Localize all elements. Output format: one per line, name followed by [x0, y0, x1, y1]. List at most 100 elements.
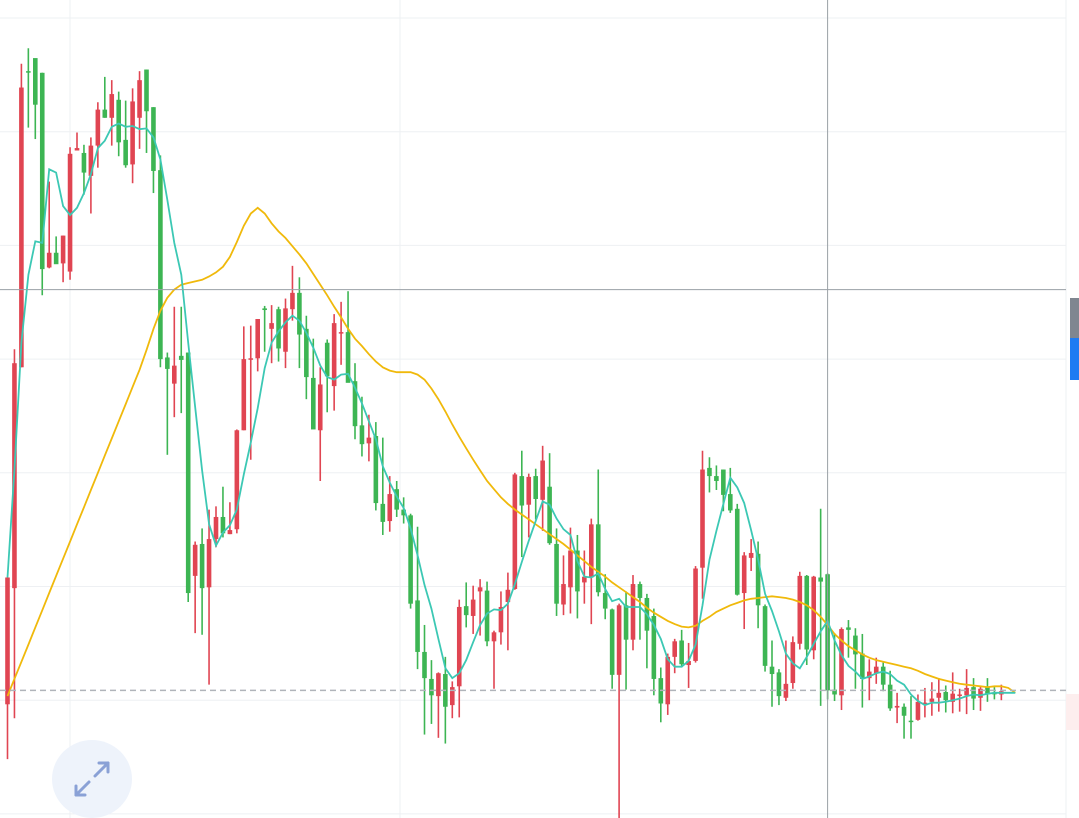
candle-body [943, 692, 949, 701]
candle-body [297, 292, 302, 335]
candle-body [915, 701, 921, 720]
candle-body [172, 365, 177, 384]
candle-body [283, 308, 288, 352]
candle-body [450, 687, 455, 706]
candle-body [978, 688, 983, 698]
candle-body [255, 319, 260, 359]
moving-averages [6, 122, 1016, 707]
candle-body [290, 292, 295, 310]
candle-body [832, 689, 837, 695]
candle-body [53, 252, 59, 265]
candle-body [241, 359, 247, 431]
candle-body [575, 550, 580, 592]
expand-arrows-icon [74, 761, 110, 797]
candle-body [755, 553, 761, 606]
candle-body [860, 653, 865, 679]
candle-body [714, 476, 719, 481]
candle-body [929, 698, 935, 702]
candle-body [46, 252, 52, 268]
candle-body [456, 606, 462, 687]
candle-body [422, 651, 427, 679]
candle-body [338, 332, 344, 334]
candle-body [505, 589, 511, 603]
ma-fast-line [6, 122, 1016, 707]
candle-body [602, 593, 608, 609]
candle-body [880, 666, 886, 685]
candle-body [359, 425, 365, 445]
candle-body [311, 377, 316, 430]
candle-body [818, 577, 823, 582]
candle-body [137, 80, 142, 118]
candle-body [463, 606, 469, 616]
candle-body [526, 476, 532, 505]
candle-body [408, 515, 413, 604]
candle-body [623, 605, 629, 640]
candle-body [165, 357, 170, 369]
candle-body [130, 101, 135, 165]
candle-body [846, 627, 851, 630]
candle-body [867, 671, 872, 679]
candle-body [248, 358, 254, 360]
candle-body [158, 170, 163, 360]
candle-body [331, 323, 337, 387]
candle-body [206, 539, 212, 588]
candle-body [582, 576, 587, 583]
candle-body [276, 309, 281, 349]
candle-body [60, 235, 66, 264]
candle-body [769, 666, 775, 675]
candle-body [436, 673, 441, 697]
candle-body [811, 576, 816, 651]
candle-body [616, 605, 622, 675]
candle-body [304, 328, 309, 378]
candle-body [595, 524, 601, 593]
candle-body [950, 693, 955, 702]
candle-body [74, 148, 80, 151]
candle-body [519, 476, 525, 506]
candle-body [804, 575, 810, 650]
candle-body [5, 577, 10, 705]
candle-body [908, 720, 914, 723]
candle-body [345, 332, 351, 383]
candle-body [873, 666, 879, 674]
last-price-marker [1066, 694, 1079, 730]
candle-body [484, 590, 490, 642]
candle-body [317, 384, 323, 431]
crosshair-price-marker [1070, 298, 1079, 338]
candle-body [964, 687, 969, 696]
candle-body [95, 109, 101, 146]
candle-body [81, 152, 87, 173]
candle-body [366, 437, 372, 444]
candle-body [665, 656, 671, 705]
candle-body [401, 509, 406, 516]
candle-body [887, 684, 893, 709]
candle-body [554, 543, 559, 604]
candle-body [470, 599, 476, 616]
candle-body [380, 503, 386, 522]
candle-body [269, 323, 274, 329]
candle-body [679, 640, 684, 665]
candle-body [748, 552, 754, 558]
candle-body [185, 352, 191, 594]
candle-body [429, 678, 434, 696]
candle-body [734, 508, 740, 595]
candle-body [901, 706, 907, 716]
candle-body [797, 575, 803, 644]
candle-body [192, 544, 198, 576]
candle-body [123, 139, 128, 166]
candle-body [651, 615, 657, 679]
candle-body [839, 629, 844, 696]
candle-body [957, 694, 962, 696]
candle-body [234, 430, 240, 530]
candle-body [109, 94, 115, 118]
expand-chart-button[interactable] [52, 740, 132, 818]
candle-body [415, 600, 420, 652]
candle-body [88, 145, 94, 176]
ma-slow-line [6, 206, 1016, 697]
candle-body [491, 632, 497, 642]
candle-body [693, 568, 698, 661]
candle-body [102, 109, 108, 118]
candle-body [589, 524, 594, 578]
